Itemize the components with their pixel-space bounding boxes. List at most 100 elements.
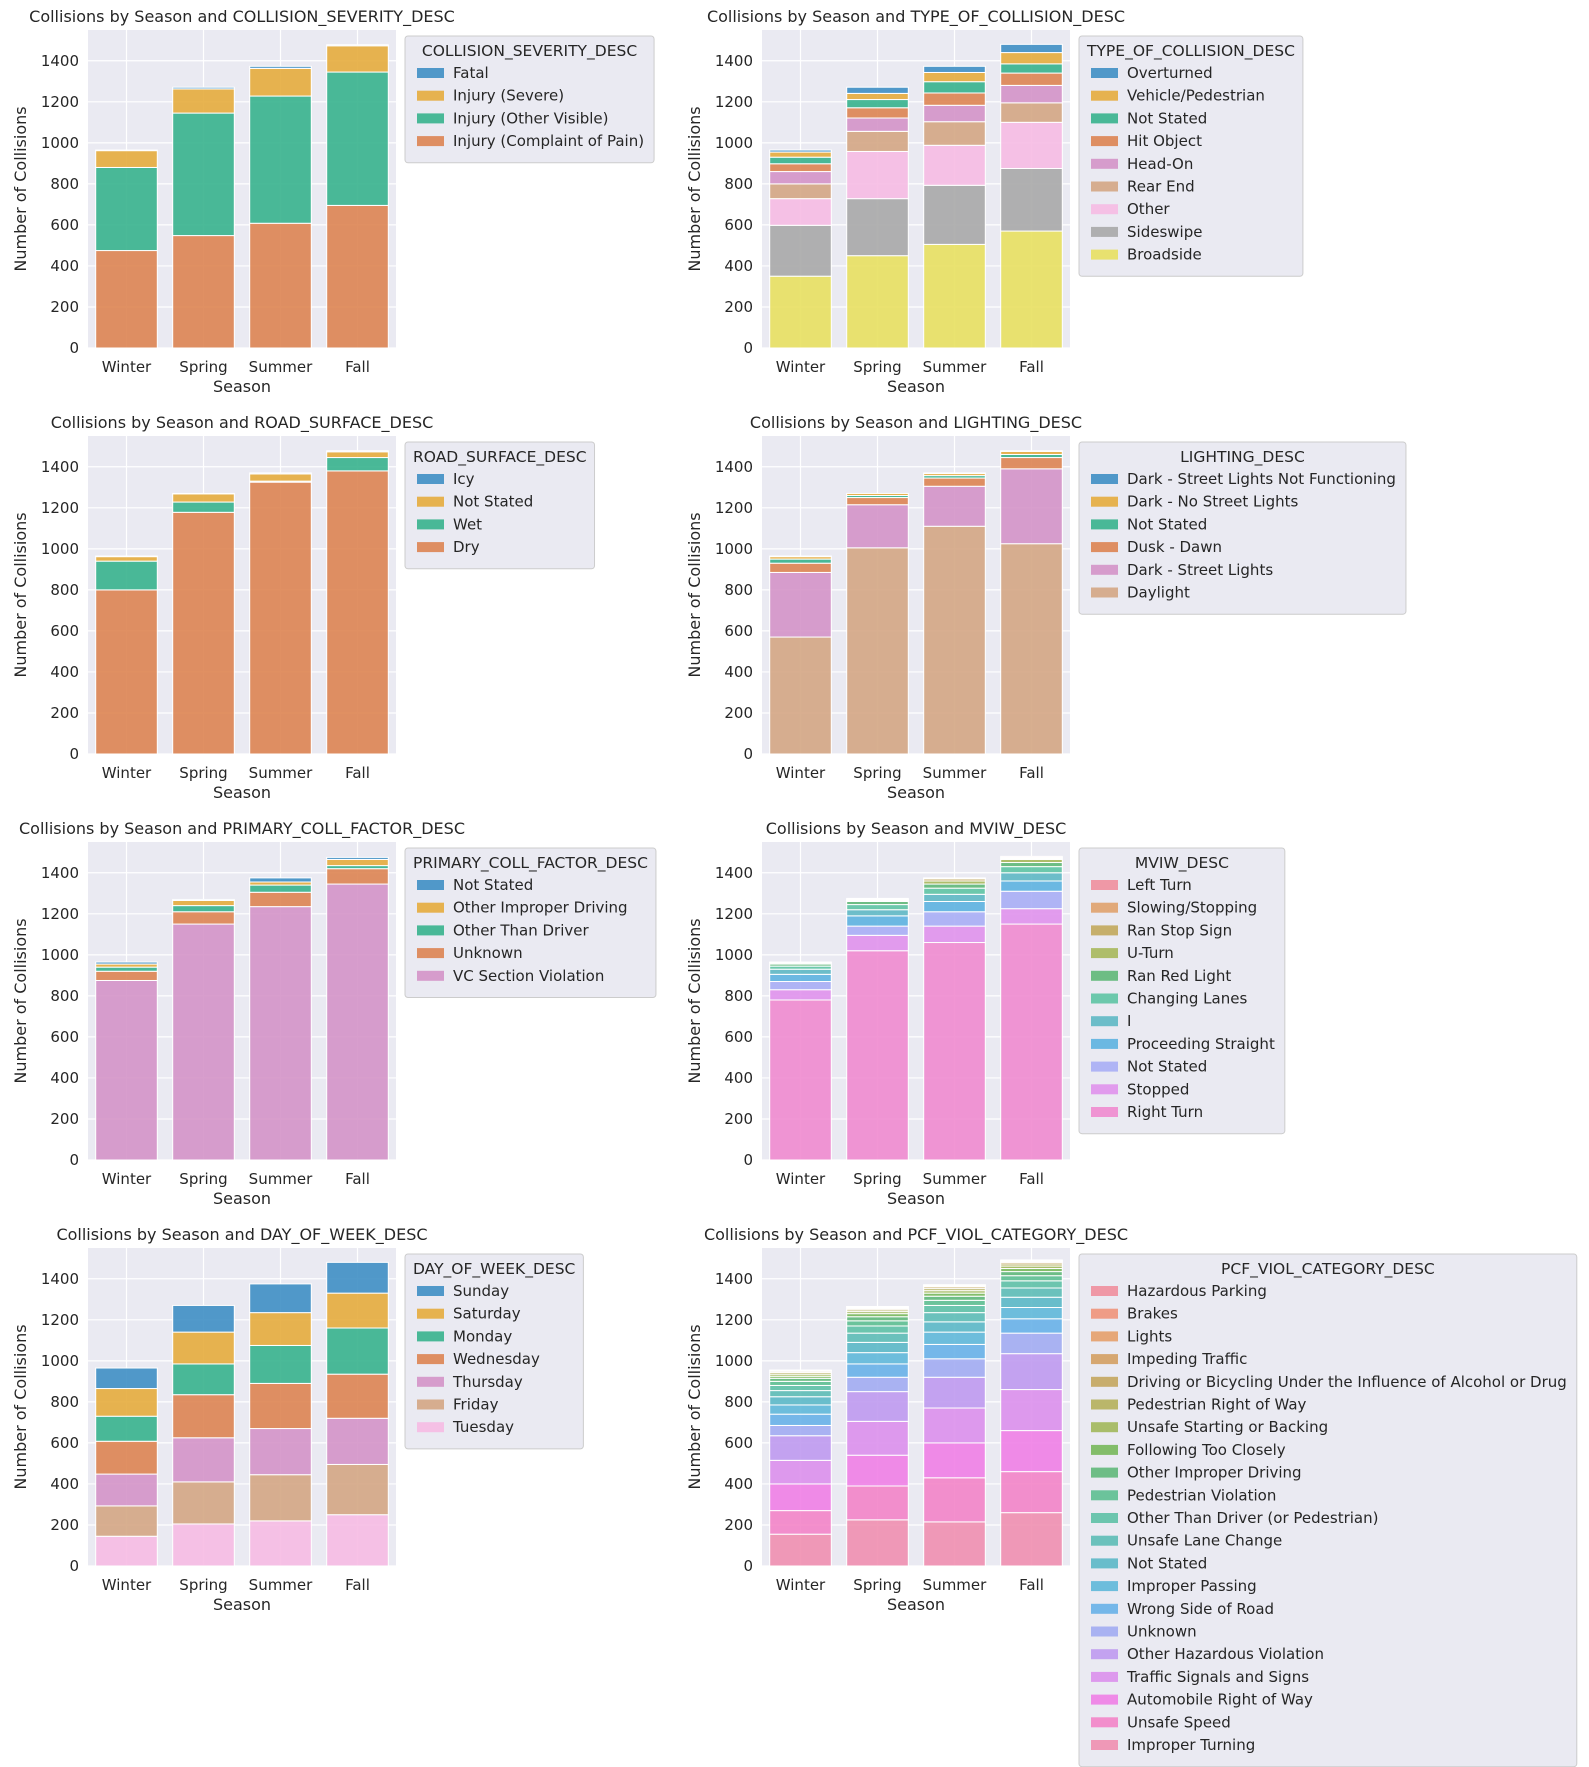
- y-tick-label: 0: [69, 745, 79, 763]
- y-tick-label: 400: [50, 257, 79, 275]
- y-tick-label: 800: [724, 987, 753, 1005]
- legend-title: DAY_OF_WEEK_DESC: [413, 1260, 575, 1279]
- y-tick-label: 1000: [715, 1352, 753, 1370]
- bar-spring-traffic-signals-and-signs: [846, 1420, 909, 1456]
- x-tick-label: Winter: [776, 764, 826, 782]
- bar-summer-overturned: [923, 65, 986, 73]
- bar-winter-head-on: [769, 171, 832, 185]
- bar-fall-dark-street-lights-not-functioning: [1000, 450, 1063, 452]
- legend-label: Broadside: [1127, 246, 1202, 264]
- bar-fall-unsafe-speed: [1000, 1471, 1063, 1514]
- bar-winter-wednesday: [95, 1440, 158, 1475]
- x-tick-label: Fall: [345, 1170, 370, 1188]
- legend-swatch-sideswipe: [1091, 226, 1118, 237]
- bar-summer-other-hazardous-violation: [923, 1376, 986, 1409]
- bar-summer-unknown: [923, 1358, 986, 1378]
- legend-label: Dry: [453, 538, 480, 556]
- x-tick-label: Spring: [179, 1576, 227, 1594]
- bar-summer-not-stated: [249, 877, 312, 883]
- bar-spring-tuesday: [172, 1523, 235, 1567]
- bar-spring-dusk-dawn: [846, 497, 909, 506]
- bar-summer-vehicle-pedestrian: [923, 71, 986, 83]
- bar-spring-sideswipe: [846, 198, 909, 257]
- legend-swatch-unsafe-speed: [1091, 1717, 1118, 1728]
- x-tick-label: Fall: [1019, 1170, 1044, 1188]
- bar-winter-other-hazardous-violation: [769, 1435, 832, 1461]
- bar-spring-changing-lanes: [846, 904, 909, 911]
- legend-label: Unsafe Lane Change: [1127, 1532, 1282, 1550]
- bar-winter-friday: [95, 1505, 158, 1537]
- bar-spring-other-improper-driving: [172, 899, 235, 907]
- legend-swatch-improper-turning: [1091, 1740, 1118, 1750]
- y-tick-label: 1400: [41, 1270, 79, 1288]
- y-tick-label: 600: [724, 216, 753, 234]
- legend-label: Fatal: [453, 64, 489, 82]
- y-tick-label: 1200: [41, 1311, 79, 1329]
- legend-swatch-i: [1091, 1016, 1118, 1027]
- bar-spring-not-stated: [846, 1341, 909, 1354]
- bar-winter-pedestrian-violation: [769, 1380, 832, 1386]
- legend-label: Other Than Driver: [453, 921, 589, 939]
- bar-fall-dusk-dawn: [1000, 457, 1063, 470]
- legend-frame: [404, 1253, 584, 1450]
- y-axis-label: Number of Collisions: [685, 106, 704, 271]
- legend-label: U-Turn: [1127, 944, 1174, 962]
- x-tick-label: Winter: [102, 358, 152, 376]
- bar-spring-dark-street-lights: [846, 504, 909, 549]
- bar-winter-wet: [95, 560, 158, 591]
- legend-swatch-other-improper-driving: [417, 902, 444, 913]
- bar-spring-improper-turning: [846, 1519, 909, 1567]
- bar-summer-monday: [249, 1344, 312, 1384]
- legend: PRIMARY_COLL_FACTOR_DESC Not Stated Other …: [404, 847, 657, 998]
- bar-winter-proceeding-straight: [769, 973, 832, 983]
- bar-spring-automobile-right-of-way: [846, 1454, 909, 1487]
- legend-label: Saturday: [453, 1305, 521, 1323]
- y-tick-label: 1200: [41, 905, 79, 923]
- bar-fall-vc-section-violation: [326, 883, 389, 1161]
- bar-fall-unknown: [326, 868, 389, 885]
- bar-fall-not-stated: [326, 856, 389, 860]
- bar-summer-unsafe-lane-change: [923, 1312, 986, 1323]
- legend-label: Injury (Other Visible): [453, 109, 608, 127]
- bar-spring-dry: [172, 511, 235, 755]
- legend-label: Hit Object: [1127, 132, 1202, 150]
- bar-spring-other-improper-driving: [846, 1316, 909, 1322]
- y-tick-label: 200: [724, 1516, 753, 1534]
- legend-swatch-slowing-stopping: [1091, 902, 1118, 913]
- legend-swatch-wrong-side-of-road: [1091, 1603, 1118, 1614]
- legend-label: Dusk - Dawn: [1127, 538, 1222, 556]
- bar-summer-unsafe-speed: [923, 1477, 986, 1523]
- x-tick-label: Fall: [1019, 764, 1044, 782]
- legend-swatch-other-than-driver-or-pedestrian: [1091, 1513, 1118, 1523]
- bar-winter-dry: [95, 589, 158, 755]
- x-axis-label: Season: [887, 783, 945, 802]
- x-tick-label: Winter: [102, 1576, 152, 1594]
- bar-summer-icy: [249, 472, 312, 475]
- bar-fall-icy: [326, 450, 389, 453]
- x-axis-label: Season: [213, 1595, 271, 1614]
- legend-label: Wrong Side of Road: [1127, 1600, 1274, 1618]
- bar-summer-dark-street-lights-not-functioning: [923, 472, 986, 475]
- bar-winter-right-turn: [769, 999, 832, 1161]
- y-tick-label: 200: [50, 704, 79, 722]
- legend-swatch-broadside: [1091, 249, 1118, 260]
- legend-swatch-pedestrian-right-of-way: [1091, 1399, 1118, 1410]
- legend-label: Automobile Right of Way: [1127, 1691, 1313, 1709]
- legend-swatch-pedestrian-violation: [1091, 1490, 1118, 1501]
- legend-label: Unsafe Speed: [1127, 1713, 1231, 1731]
- chart-1: 0 200 400 600 800 1000 1200 1400 Winter Spring Sum…: [11, 7, 655, 396]
- bar-spring-injury-severe: [172, 88, 235, 114]
- bar-winter-other-than-driver-or-pedestrian: [769, 1384, 832, 1392]
- bar-spring-other-than-driver-or-pedestrian: [846, 1325, 909, 1334]
- y-tick-label: 800: [724, 581, 753, 599]
- legend-label: Dark - Street Lights Not Functioning: [1127, 470, 1396, 488]
- legend-label: Following Too Closely: [1127, 1441, 1286, 1459]
- bar-summer-other-than-driver: [249, 884, 312, 893]
- x-tick-label: Summer: [923, 358, 987, 376]
- legend-swatch-monday: [417, 1331, 444, 1342]
- y-tick-label: 400: [724, 663, 753, 681]
- legend-label: Not Stated: [1127, 109, 1207, 127]
- legend-swatch-friday: [417, 1399, 444, 1410]
- legend-swatch-improper-passing: [1091, 1581, 1118, 1592]
- legend-swatch-dark-street-lights-not-functioning: [1091, 474, 1118, 484]
